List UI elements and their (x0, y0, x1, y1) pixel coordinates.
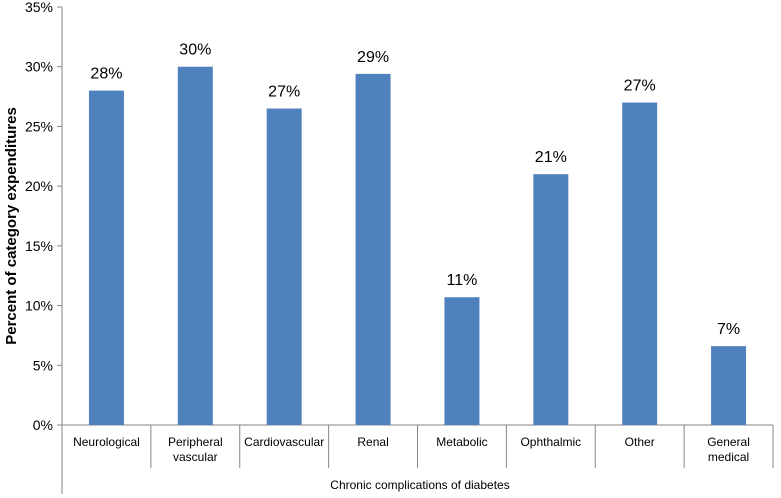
bar (711, 346, 747, 425)
x-axis-title: Chronic complications of diabetes (330, 478, 509, 492)
x-tick-label: Ophthalmic (520, 435, 581, 449)
x-tick-label: Metabolic (436, 435, 487, 449)
x-tick-label: vascular (173, 450, 218, 464)
x-tick-label: Renal (357, 435, 388, 449)
data-label: 7% (717, 321, 740, 338)
y-tick-label: 0% (33, 417, 53, 433)
y-axis-title: Percent of category expenditures (3, 107, 20, 345)
bar (444, 297, 480, 425)
bar (622, 102, 658, 426)
data-label: 11% (447, 272, 478, 289)
y-tick-label: 20% (25, 178, 53, 194)
y-axis: 0% 5% 10% 15% 20% 25% 30% 35% (25, 0, 63, 433)
data-label: 27% (268, 84, 300, 101)
x-tick-label: Cardiovascular (244, 435, 324, 449)
bar (533, 174, 569, 425)
data-label: 29% (357, 49, 389, 66)
y-tick-label: 15% (25, 238, 53, 254)
x-tick-label: Neurological (73, 435, 140, 449)
y-tick-label: 30% (25, 59, 53, 75)
data-label: 27% (624, 78, 656, 95)
y-tick-label: 25% (25, 118, 53, 134)
x-tick-label: medical (708, 450, 749, 464)
data-label: 30% (179, 42, 211, 59)
data-label: 28% (90, 66, 122, 83)
bar (88, 90, 124, 425)
data-labels: 28% 30% 27% 29% 11% 21% 27% 7% (90, 42, 740, 338)
bar (177, 66, 213, 425)
x-tick-label: General (707, 435, 750, 449)
x-tick-label: Other (625, 435, 655, 449)
y-tick-label: 10% (25, 298, 53, 314)
bar (266, 108, 302, 425)
bar (355, 73, 391, 425)
bars (88, 66, 747, 426)
x-tick-label: Peripheral (168, 435, 223, 449)
data-label: 21% (535, 149, 567, 166)
y-tick-label: 5% (33, 357, 53, 373)
y-tick-label: 35% (25, 0, 53, 15)
